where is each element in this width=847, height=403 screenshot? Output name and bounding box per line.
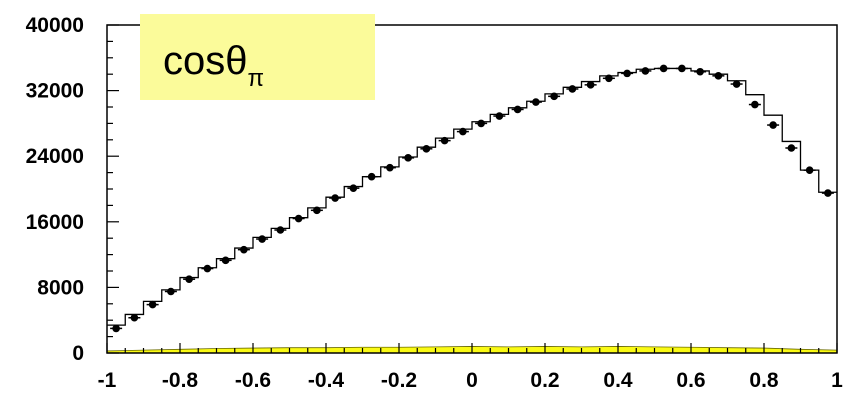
data-point <box>258 235 266 243</box>
data-point <box>294 214 303 223</box>
data-point <box>586 81 595 89</box>
title-main: cosθ <box>163 39 248 83</box>
y-tick-label: 8000 <box>37 276 84 299</box>
data-point <box>313 206 321 215</box>
x-tick-label: -0.2 <box>381 369 417 392</box>
data-point <box>112 324 120 333</box>
chart-title: cosθπ <box>163 39 264 92</box>
x-tick-label: -0.6 <box>235 369 271 392</box>
data-point <box>751 100 759 109</box>
x-tick-label: 0.2 <box>530 369 559 392</box>
data-point <box>185 275 193 284</box>
data-point <box>240 245 248 254</box>
data-point <box>167 287 175 296</box>
x-tick-label: -0.8 <box>162 369 199 392</box>
data-point <box>221 256 230 265</box>
data-point <box>787 144 796 152</box>
data-point <box>732 80 741 88</box>
data-point <box>331 194 339 202</box>
data-point <box>422 145 431 153</box>
data-point <box>678 64 686 73</box>
data-point <box>203 264 212 273</box>
data-point <box>714 72 723 80</box>
data-point <box>605 74 613 83</box>
axes-layer: -1 -0.8 -0.6 -0.4 -0.2 0 0.2 0.4 0.6 0.8 1 0 8000 160… <box>26 14 844 392</box>
title-box: cosθπ <box>140 14 375 100</box>
data-point <box>805 166 814 174</box>
data-point <box>495 112 504 120</box>
data-point <box>513 105 522 114</box>
data-point <box>532 98 540 106</box>
data-point <box>367 172 376 181</box>
data-point <box>148 300 157 309</box>
x-tick-label: 0.4 <box>603 369 633 392</box>
data-point <box>568 85 577 93</box>
x-tick-label: 0 <box>466 369 478 392</box>
title-background <box>140 14 375 100</box>
data-point <box>130 313 139 322</box>
data-point <box>550 92 558 101</box>
x-tick-label: 0.6 <box>676 369 705 392</box>
title-subscript: π <box>248 65 265 92</box>
data-point <box>641 67 650 75</box>
data-point <box>459 127 467 136</box>
y-tick-label: 32000 <box>26 80 84 103</box>
data-points-layer <box>110 64 834 333</box>
data-point <box>404 154 412 162</box>
data-point <box>824 189 832 197</box>
x-tick-label: 0.8 <box>749 369 779 392</box>
y-tick-label: 24000 <box>26 145 84 168</box>
x-tick-label: 1 <box>831 369 843 392</box>
y-tick-label: 16000 <box>26 211 84 234</box>
data-point <box>696 67 704 76</box>
data-point <box>769 121 777 129</box>
data-point <box>386 163 394 172</box>
data-point <box>440 136 449 145</box>
data-point <box>349 184 358 192</box>
x-tick-label: -0.4 <box>308 369 345 392</box>
histogram-line <box>107 67 837 326</box>
x-tick-label: -1 <box>98 369 117 392</box>
y-tick-label: 40000 <box>26 14 84 37</box>
histogram-layer <box>107 67 837 326</box>
data-point <box>477 119 485 128</box>
data-point <box>276 226 285 234</box>
data-point <box>623 69 631 78</box>
y-tick-label: 0 <box>72 342 84 365</box>
data-point <box>659 64 668 73</box>
